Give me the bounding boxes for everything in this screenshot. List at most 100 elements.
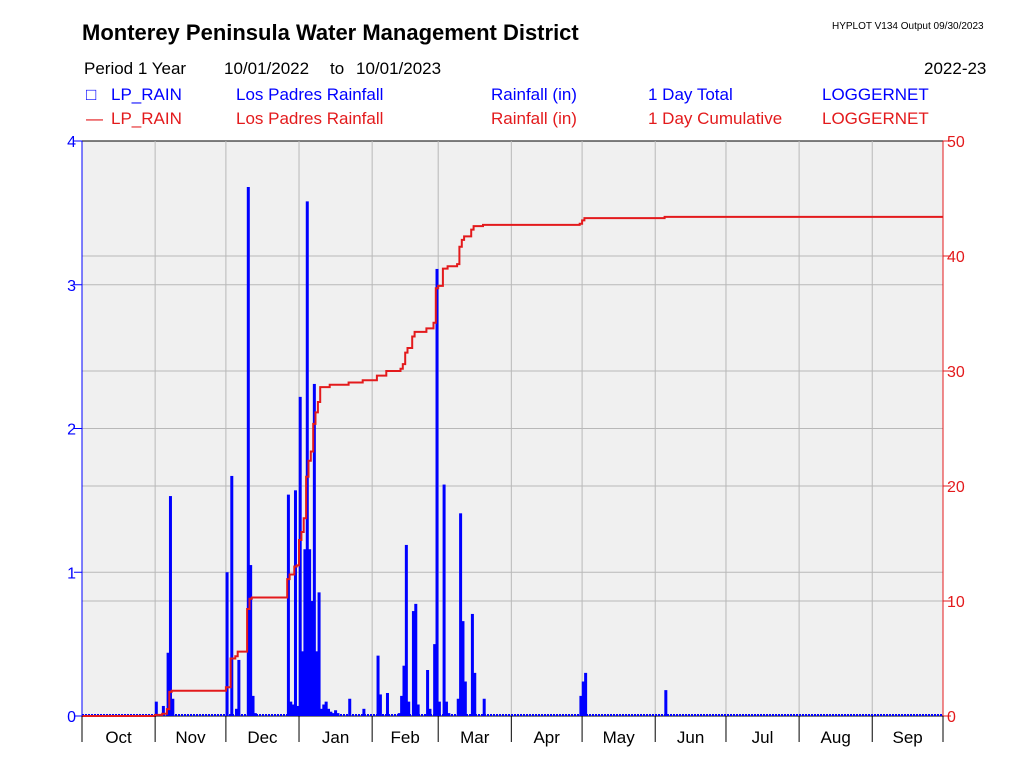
left-axis-tick-label: 2: [67, 422, 76, 439]
right-axis-tick-label: 0: [947, 709, 956, 726]
daily-rain-bar: [348, 698, 352, 716]
daily-rain-bar: [459, 513, 463, 716]
daily-rain-bar: [235, 708, 239, 716]
legend-site-name: Los Padres Rainfall: [236, 109, 384, 128]
daily-rain-bar: [310, 601, 314, 716]
daily-rain-bar: [305, 201, 309, 716]
daily-rain-bar: [411, 611, 415, 716]
daily-rain-bar: [334, 710, 338, 716]
legend-variable: Rainfall (in): [491, 85, 577, 104]
daily-rain-bar: [286, 494, 290, 716]
daily-rain-bar: [461, 621, 465, 716]
x-axis-month-label: May: [603, 728, 636, 747]
x-axis-month-label: Jul: [752, 728, 774, 747]
daily-rain-bar: [482, 698, 486, 716]
daily-rain-bar: [296, 705, 300, 716]
daily-rain-bar: [317, 592, 321, 716]
daily-rain-bar: [404, 544, 408, 716]
left-axis-tick-label: 3: [67, 278, 76, 295]
daily-rain-bar: [230, 475, 234, 716]
right-axis-tick-label: 30: [947, 364, 965, 381]
left-axis-tick-label: 0: [67, 709, 76, 726]
daily-total-bars: [82, 187, 943, 716]
right-axis-tick-label: 50: [947, 134, 965, 151]
daily-rain-bar: [166, 652, 170, 716]
daily-rain-bar: [385, 693, 389, 716]
daily-rain-bar: [470, 613, 474, 716]
daily-rain-bar: [319, 708, 323, 716]
legend-site-name: Los Padres Rainfall: [236, 85, 384, 104]
daily-rain-bar: [428, 708, 432, 716]
daily-rain-bar: [329, 711, 333, 716]
legend-line-marker-icon: —: [86, 109, 103, 128]
daily-rain-bar: [447, 713, 451, 716]
legend-variable: Rainfall (in): [491, 109, 577, 128]
x-axis-month-label: Feb: [391, 728, 420, 747]
water-year-label: 2022-23: [924, 59, 987, 78]
start-date: 10/01/2022: [224, 59, 310, 78]
daily-rain-bar: [154, 701, 158, 716]
daily-rain-bar: [402, 665, 406, 716]
to-label: to: [330, 59, 345, 78]
daily-rain-bar: [435, 268, 439, 716]
daily-rain-bar: [327, 708, 331, 716]
daily-rain-bar: [444, 701, 448, 716]
cumulative-rainfall-line: [82, 215, 943, 717]
daily-rain-bar: [376, 655, 380, 716]
daily-rain-bar: [473, 672, 477, 716]
legend-site-id: LP_RAIN: [111, 85, 182, 104]
left-axis-tick-label: 4: [67, 134, 76, 151]
daily-rain-bar: [251, 695, 255, 716]
daily-rain-bar: [312, 383, 316, 716]
daily-rain-bar: [463, 681, 467, 716]
version-output-label: HYPLOT V134 Output 09/30/2023: [832, 21, 984, 32]
daily-rain-bar: [442, 484, 446, 716]
daily-rain-bar: [168, 496, 172, 716]
daily-rain-bar: [293, 490, 297, 716]
daily-rain-bar: [664, 690, 668, 716]
x-axis-month-label: Apr: [533, 728, 560, 747]
x-axis-month-label: Sep: [892, 728, 922, 747]
daily-rain-bar: [456, 698, 460, 716]
daily-rain-bar: [246, 187, 250, 716]
daily-rain-bar: [407, 701, 411, 716]
right-axis-tick-label: 10: [947, 594, 965, 611]
x-axis-month-label: Jan: [322, 728, 349, 747]
period-label: Period 1 Year: [84, 59, 187, 78]
daily-rain-bar: [362, 708, 366, 716]
legend-statistic: 1 Day Cumulative: [648, 109, 783, 128]
x-axis-month-label: Dec: [247, 728, 278, 747]
daily-rain-bar: [378, 694, 382, 716]
daily-rain-bar: [249, 565, 253, 716]
legend-site-id: LP_RAIN: [111, 109, 182, 128]
daily-rain-bar: [289, 701, 293, 716]
chart-title: Monterey Peninsula Water Management Dist…: [82, 20, 579, 45]
daily-rain-bar: [171, 698, 175, 716]
daily-rain-bar: [426, 670, 430, 716]
daily-rain-bar: [308, 549, 312, 716]
daily-rain-bar: [581, 681, 585, 716]
daily-rain-bar: [291, 704, 295, 716]
daily-rain-bar: [315, 651, 319, 716]
daily-rain-bar: [416, 704, 420, 716]
x-axis-month-label: Oct: [105, 728, 132, 747]
left-axis-tick-label: 1: [67, 565, 76, 582]
x-axis-month-label: Nov: [175, 728, 206, 747]
end-date: 10/01/2023: [356, 59, 442, 78]
daily-rain-bar: [324, 701, 328, 716]
daily-rain-bar: [400, 695, 404, 716]
daily-rain-bar: [397, 713, 401, 716]
daily-rain-bar: [237, 659, 241, 716]
daily-rain-bar: [303, 549, 307, 716]
daily-rain-bar: [225, 572, 229, 716]
x-axis-month-label: Mar: [460, 728, 490, 747]
daily-rain-bar: [437, 701, 441, 716]
daily-rain-bar: [161, 705, 165, 716]
daily-rain-bar: [331, 713, 335, 716]
daily-rain-bar: [336, 713, 340, 716]
daily-rain-bar: [579, 695, 583, 716]
legend-source: LOGGERNET: [822, 109, 929, 128]
daily-rain-bar: [298, 396, 302, 716]
